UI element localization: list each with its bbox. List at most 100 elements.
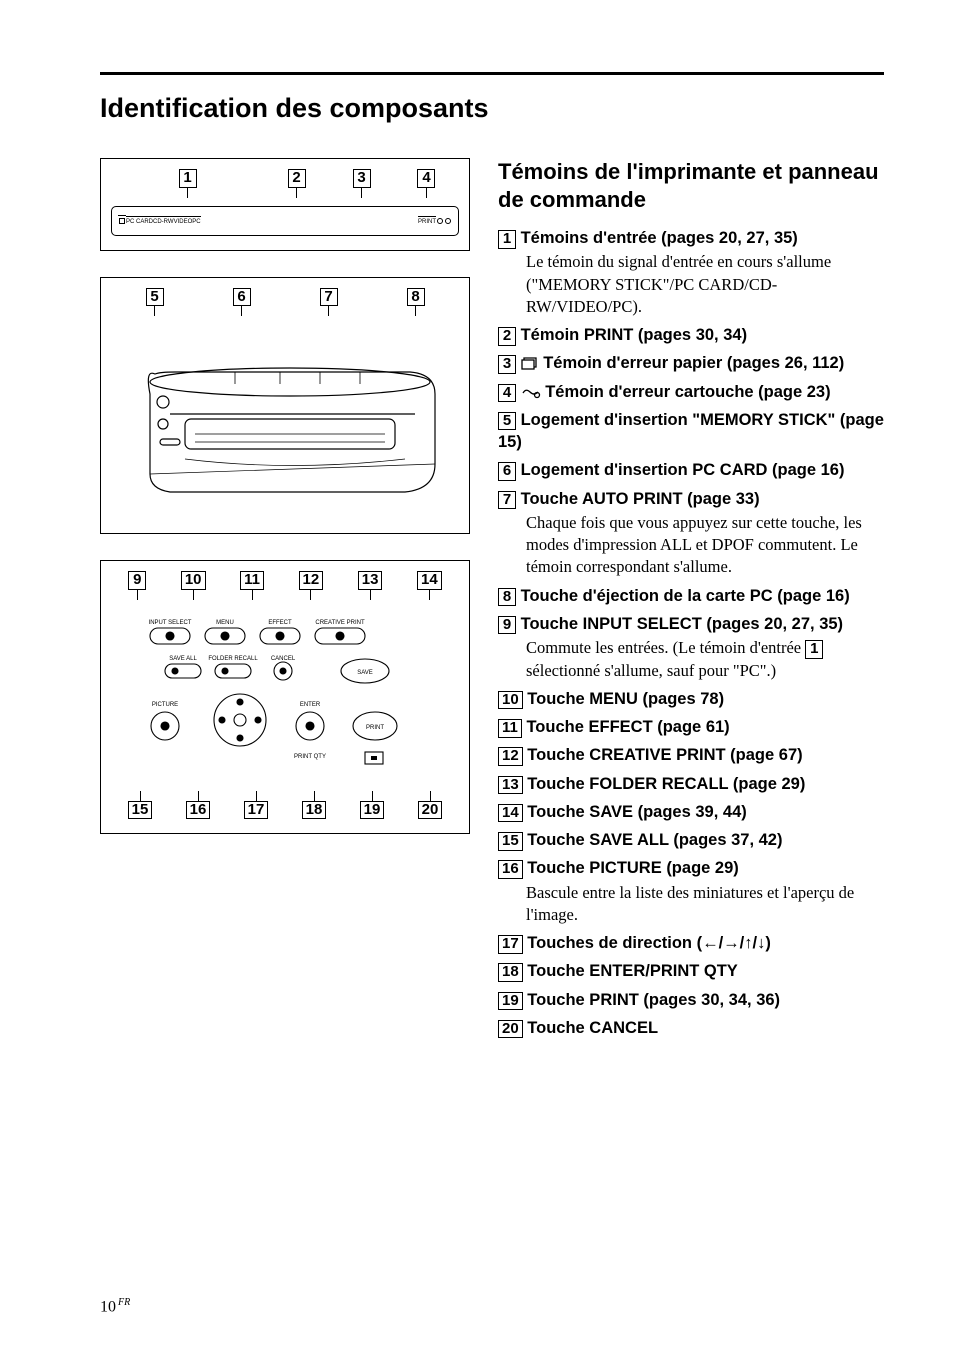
legend-title: Touche PRINT (pages 30, 34, 36) (527, 991, 780, 1009)
figure3-labels-top: 9 10 11 12 13 14 (111, 571, 459, 600)
legend-num: 20 (498, 1020, 523, 1039)
section-subtitle: Témoins de l'imprimante et panneau de co… (498, 158, 884, 213)
callout-18: 18 (302, 801, 327, 820)
legend-num: 9 (498, 616, 516, 635)
legend-title: Touche CREATIVE PRINT (page 67) (527, 746, 802, 764)
callout-13: 13 (358, 571, 383, 590)
legend-num: 19 (498, 992, 523, 1011)
legend-num: 1 (498, 230, 516, 249)
legend-item: 12 Touche CREATIVE PRINT (page 67) (498, 744, 884, 766)
legend-title: Logement d'insertion "MEMORY STICK" (pag… (498, 411, 884, 451)
callout-5: 5 (146, 288, 164, 307)
callout-6: 6 (233, 288, 251, 307)
page-lang: FR (118, 1297, 130, 1308)
svg-text:MENU: MENU (216, 620, 234, 626)
legend-title: Témoin d'erreur cartouche (page 23) (545, 383, 830, 401)
svg-text:PRINT QTY: PRINT QTY (294, 754, 326, 760)
legend-title: Touche d'éjection de la carte PC (page 1… (521, 587, 850, 605)
legend-title: Touche SAVE (pages 39, 44) (527, 803, 746, 821)
legend-title: Touche EFFECT (page 61) (526, 718, 729, 736)
legend-num: 4 (498, 384, 516, 403)
callout-2: 2 (288, 169, 306, 188)
legend-item: 3 Témoin d'erreur papier (pages 26, 112) (498, 352, 884, 374)
legend-num: 13 (498, 776, 523, 795)
legend-desc: Bascule entre la liste des miniatures et… (526, 882, 884, 927)
legend-item: 8 Touche d'éjection de la carte PC (page… (498, 585, 884, 607)
top-rule (100, 72, 884, 75)
legend-num: 17 (498, 935, 523, 954)
legend-item: 2 Témoin PRINT (pages 30, 34) (498, 324, 884, 346)
legend-title: Logement d'insertion PC CARD (page 16) (521, 461, 845, 479)
legend-column: Témoins de l'imprimante et panneau de co… (498, 158, 884, 1045)
svg-text:PRINT: PRINT (366, 725, 384, 731)
legend-item: 5 Logement d'insertion "MEMORY STICK" (p… (498, 409, 884, 454)
legend-num: 14 (498, 804, 523, 823)
legend-num: 10 (498, 691, 523, 710)
callout-20: 20 (418, 801, 443, 820)
callout-9: 9 (128, 571, 146, 590)
figure-printer: 5 6 7 8 (100, 277, 470, 535)
callout-7: 7 (320, 288, 338, 307)
legend-item: 14 Touche SAVE (pages 39, 44) (498, 801, 884, 823)
callout-17: 17 (244, 801, 269, 820)
page-footer: 10FR (100, 1297, 130, 1316)
svg-text:EFFECT: EFFECT (268, 620, 292, 626)
two-column-layout: 1 2 3 4 PC CARD CD-RW VIDEO PC PRINT (100, 158, 884, 1045)
legend-item: 11 Touche EFFECT (page 61) (498, 716, 884, 738)
legend-desc: Commute les entrées. (Le témoin d'entrée… (526, 637, 884, 682)
svg-text:SAVE ALL: SAVE ALL (169, 656, 197, 662)
legend-num: 12 (498, 747, 523, 766)
legend-num: 2 (498, 327, 516, 346)
legend-item: 4 Témoin d'erreur cartouche (page 23) (498, 381, 884, 403)
legend-item: 10 Touche MENU (pages 78) (498, 688, 884, 710)
svg-text:CANCEL: CANCEL (271, 656, 296, 662)
legend-item: 9 Touche INPUT SELECT (pages 20, 27, 35)… (498, 613, 884, 682)
svg-text:CREATIVE PRINT: CREATIVE PRINT (315, 620, 365, 626)
legend-desc: Le témoin du signal d'entrée en cours s'… (526, 251, 884, 318)
legend-title: Touche MENU (pages 78) (527, 690, 724, 708)
legend-item: 19 Touche PRINT (pages 30, 34, 36) (498, 989, 884, 1011)
legend-num: 7 (498, 491, 516, 510)
callout-16: 16 (186, 801, 211, 820)
page-title: Identification des composants (100, 93, 884, 124)
callout-1: 1 (179, 169, 197, 188)
legend-desc: Chaque fois que vous appuyez sur cette t… (526, 512, 884, 579)
figures-column: 1 2 3 4 PC CARD CD-RW VIDEO PC PRINT (100, 158, 470, 1045)
legend-num: 8 (498, 588, 516, 607)
control-panel-illustration: INPUT SELECT MENU EFFECT CREATIVE PRINT … (111, 608, 459, 778)
legend-item: 18 Touche ENTER/PRINT QTY (498, 960, 884, 982)
legend-num: 6 (498, 462, 516, 481)
legend-item: 7 Touche AUTO PRINT (page 33)Chaque fois… (498, 488, 884, 579)
legend-title: Témoins d'entrée (pages 20, 27, 35) (521, 229, 798, 247)
callout-11: 11 (240, 571, 264, 590)
figure1-labels: 1 2 3 4 (111, 169, 459, 198)
legend-title: Témoin d'erreur papier (pages 26, 112) (543, 354, 844, 372)
legend-title: Touche INPUT SELECT (pages 20, 27, 35) (521, 615, 843, 633)
legend-title: Témoin PRINT (pages 30, 34) (521, 326, 747, 344)
svg-text:SAVE: SAVE (357, 670, 373, 676)
svg-text:INPUT SELECT: INPUT SELECT (149, 620, 192, 626)
page-number: 10 (100, 1298, 116, 1315)
figure3-labels-bottom: 15 16 17 18 19 20 (111, 791, 459, 820)
legend-item: 15 Touche SAVE ALL (pages 37, 42) (498, 829, 884, 851)
legend-title: Touche CANCEL (527, 1019, 658, 1037)
callout-14: 14 (417, 571, 442, 590)
indicator-strip: PC CARD CD-RW VIDEO PC PRINT (111, 206, 459, 236)
legend-num: 18 (498, 963, 523, 982)
legend-num: 16 (498, 860, 523, 879)
legend-item: 17 Touches de direction (←/→/↑/↓) (498, 932, 884, 954)
legend-title: Touche FOLDER RECALL (page 29) (527, 775, 805, 793)
figure-indicator-strip: 1 2 3 4 PC CARD CD-RW VIDEO PC PRINT (100, 158, 470, 251)
callout-12: 12 (299, 571, 324, 590)
svg-text:ENTER: ENTER (300, 702, 321, 708)
svg-text:PICTURE: PICTURE (152, 702, 178, 708)
printer-illustration (111, 324, 459, 514)
legend-num: 15 (498, 832, 523, 851)
callout-4: 4 (417, 169, 435, 188)
figure2-labels: 5 6 7 8 (111, 288, 459, 317)
callout-15: 15 (128, 801, 153, 820)
svg-text:FOLDER RECALL: FOLDER RECALL (208, 656, 258, 662)
legend-title: Touche SAVE ALL (pages 37, 42) (527, 831, 782, 849)
callout-3: 3 (353, 169, 371, 188)
callout-10: 10 (181, 571, 206, 590)
